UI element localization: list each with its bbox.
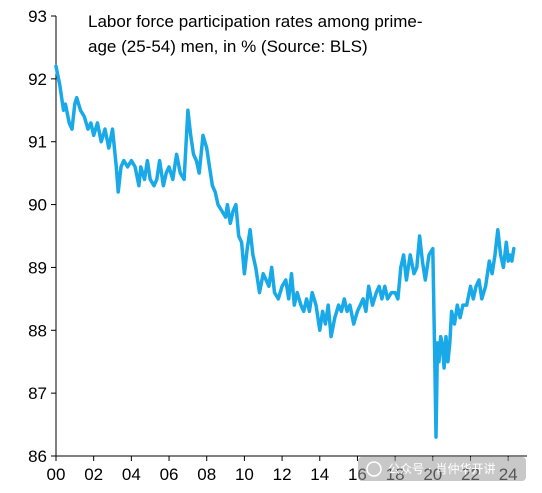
- y-tick-label: 87: [28, 384, 47, 403]
- x-tick-label: 12: [273, 465, 292, 484]
- y-tick-label: 93: [28, 7, 47, 26]
- x-tick-label: 08: [197, 465, 216, 484]
- y-tick-label: 92: [28, 70, 47, 89]
- x-tick-label: 14: [310, 465, 329, 484]
- watermark: 公众号 · 肖仲华开讲: [358, 457, 526, 481]
- x-tick-label: 10: [235, 465, 254, 484]
- y-tick-label: 86: [28, 447, 47, 466]
- x-tick-label: 00: [47, 465, 66, 484]
- y-tick-label: 89: [28, 258, 47, 277]
- y-tick-label: 90: [28, 196, 47, 215]
- wechat-icon: [366, 461, 382, 477]
- y-tick-label: 91: [28, 133, 47, 152]
- watermark-text: 公众号 · 肖仲华开讲: [388, 461, 495, 476]
- x-tick-label: 02: [84, 465, 103, 484]
- chart-title-line-1: Labor force participation rates among pr…: [88, 12, 423, 31]
- x-tick-label: 06: [160, 465, 179, 484]
- x-tick-label: 04: [122, 465, 141, 484]
- watermark-background: [358, 457, 526, 481]
- y-axis-ticks: 93 92 91 90 89 88 87 86: [28, 7, 56, 466]
- chart-title-line-2: age (25-54) men, in % (Source: BLS): [88, 37, 368, 56]
- y-tick-label: 88: [28, 321, 47, 340]
- series-line: [54, 64, 516, 439]
